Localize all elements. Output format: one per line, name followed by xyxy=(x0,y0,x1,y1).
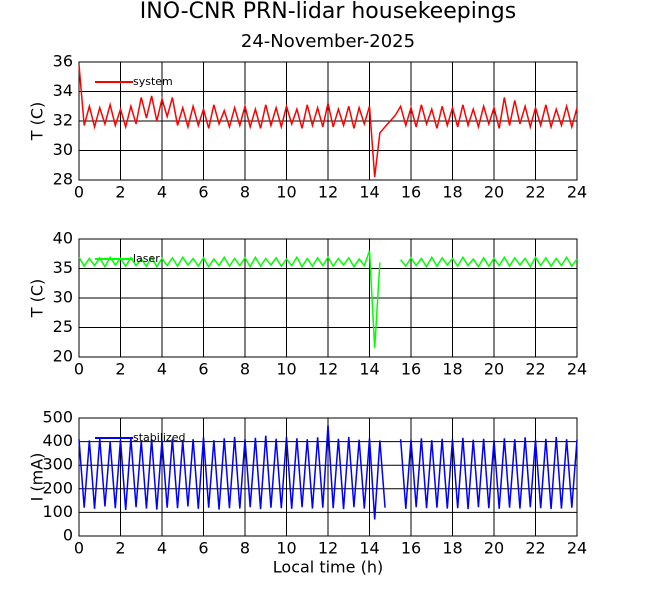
x-tick-label: 22 xyxy=(525,360,545,379)
x-tick-label: 10 xyxy=(276,360,296,379)
x-tick-label: 8 xyxy=(240,539,250,558)
x-tick-label: 14 xyxy=(359,360,379,379)
plot-frame xyxy=(78,417,578,537)
x-tick-label: 20 xyxy=(484,360,504,379)
y-tick-label: 30 xyxy=(53,288,73,307)
x-tick-label: 2 xyxy=(115,360,125,379)
x-tick-label: 24 xyxy=(567,183,587,202)
y-tick-label: 400 xyxy=(42,431,73,450)
x-tick-label: 16 xyxy=(401,539,421,558)
x-tick-label: 18 xyxy=(442,183,462,202)
legend-label: laser xyxy=(133,252,160,265)
x-tick-label: 6 xyxy=(198,539,208,558)
y-tick-label: 36 xyxy=(53,52,73,71)
x-tick-label: 14 xyxy=(359,183,379,202)
x-tick-label: 12 xyxy=(318,360,338,379)
x-tick-label: 16 xyxy=(401,183,421,202)
legend-label: stabilized xyxy=(133,431,185,444)
x-tick-label: 12 xyxy=(318,183,338,202)
x-tick-label: 20 xyxy=(484,539,504,558)
legend-label: system xyxy=(133,75,173,88)
x-tick-label: 8 xyxy=(240,360,250,379)
x-tick-label: 0 xyxy=(74,183,84,202)
x-tick-label: 24 xyxy=(567,360,587,379)
y-tick-label: 30 xyxy=(53,140,73,159)
y-tick-label: 200 xyxy=(42,478,73,497)
plot-frame xyxy=(78,61,578,181)
x-tick-label: 4 xyxy=(157,539,167,558)
x-tick-label: 6 xyxy=(198,360,208,379)
x-tick-label: 2 xyxy=(115,539,125,558)
chart-title: INO-CNR PRN-lidar housekeepings xyxy=(140,0,516,24)
x-tick-label: 20 xyxy=(484,183,504,202)
x-tick-label: 24 xyxy=(567,539,587,558)
y-tick-label: 34 xyxy=(53,81,73,100)
y-tick-label: 40 xyxy=(53,229,73,248)
x-tick-label: 22 xyxy=(525,183,545,202)
y-tick-label: 32 xyxy=(53,111,73,130)
data-line xyxy=(78,64,578,178)
x-tick-label: 8 xyxy=(240,183,250,202)
x-tick-label: 16 xyxy=(401,360,421,379)
x-tick-label: 14 xyxy=(359,539,379,558)
x-tick-label: 4 xyxy=(157,360,167,379)
y-axis-label: I (mA) xyxy=(28,453,47,502)
x-tick-label: 4 xyxy=(157,183,167,202)
y-tick-label: 500 xyxy=(42,408,73,427)
y-tick-label: 300 xyxy=(42,455,73,474)
x-tick-label: 12 xyxy=(318,539,338,558)
x-tick-label: 22 xyxy=(525,539,545,558)
x-tick-label: 10 xyxy=(276,183,296,202)
x-tick-label: 0 xyxy=(74,360,84,379)
x-tick-label: 6 xyxy=(198,183,208,202)
plot-frame xyxy=(78,238,578,358)
y-axis-label: T (C) xyxy=(28,102,47,142)
y-tick-label: 100 xyxy=(42,502,73,521)
y-tick-label: 0 xyxy=(63,526,73,545)
data-line xyxy=(78,250,578,349)
x-tick-label: 0 xyxy=(74,539,84,558)
y-axis-label: T (C) xyxy=(28,279,47,319)
x-tick-label: 18 xyxy=(442,539,462,558)
data-line xyxy=(78,425,578,520)
x-tick-label: 2 xyxy=(115,183,125,202)
x-axis-label: Local time (h) xyxy=(273,558,383,577)
y-tick-label: 20 xyxy=(53,347,73,366)
y-tick-label: 35 xyxy=(53,258,73,277)
chart-subtitle: 24-November-2025 xyxy=(241,31,415,52)
y-tick-label: 25 xyxy=(53,317,73,336)
y-tick-label: 28 xyxy=(53,170,73,189)
x-tick-label: 10 xyxy=(276,539,296,558)
x-tick-label: 18 xyxy=(442,360,462,379)
